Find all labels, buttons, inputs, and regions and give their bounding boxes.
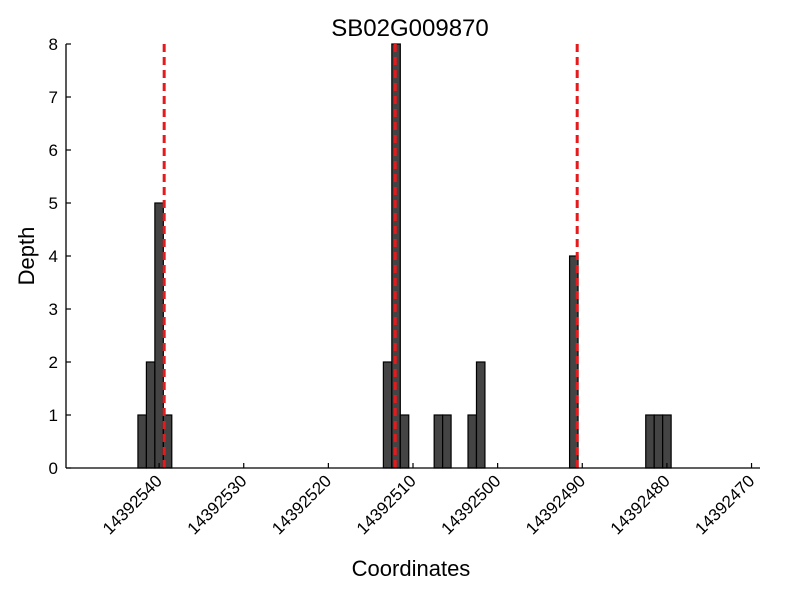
y-tick-label: 7: [49, 88, 58, 107]
y-tick-label: 2: [49, 353, 58, 372]
depth-bar: [467, 414, 478, 469]
y-tick-label: 4: [49, 247, 58, 266]
y-axis-label: Depth: [14, 227, 39, 286]
plot-area: 0 1 2 3 4 5 6 7 8 14392540 14392530 14392520 1439251…: [49, 35, 760, 538]
y-tick-label: 3: [49, 300, 58, 319]
depth-bar: [653, 414, 664, 469]
x-tick-label: 14392520: [268, 471, 335, 538]
x-tick-label: 14392490: [522, 471, 589, 538]
depth-bar: [145, 361, 156, 469]
x-tick-label: 14392470: [691, 471, 758, 538]
depth-bar: [154, 202, 164, 469]
x-tick-label: 14392510: [353, 471, 420, 538]
depth-bar: [475, 361, 486, 469]
depth-bar: [662, 414, 672, 469]
x-tick-label: 14392540: [99, 471, 166, 538]
depth-bar: [645, 414, 655, 469]
depth-bar: [399, 414, 410, 469]
x-tick-label: 14392530: [184, 471, 251, 538]
depth-bar: [382, 361, 393, 469]
y-tick-label: 1: [49, 406, 58, 425]
depth-bar: [442, 414, 452, 469]
y-tick-label: 6: [49, 141, 58, 160]
y-tick-label: 8: [49, 35, 58, 54]
depth-bar: [433, 414, 444, 469]
depth-bar: [137, 414, 148, 469]
chart-title: SB02G009870: [331, 15, 488, 42]
x-tick-label: 14392500: [438, 471, 505, 538]
y-tick-label: 5: [49, 194, 58, 213]
x-tick-label: 14392480: [607, 471, 674, 538]
y-tick-label: 0: [49, 459, 58, 478]
x-axis-label: Coordinates: [352, 556, 471, 581]
